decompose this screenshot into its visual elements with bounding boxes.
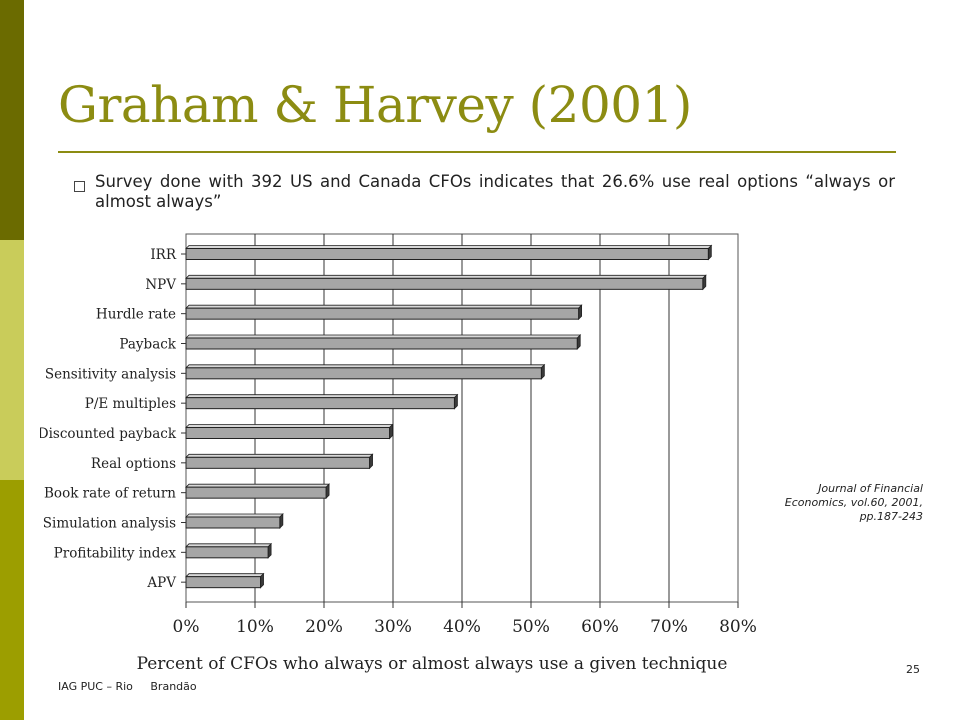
x-tick-label: 70% [650, 617, 688, 637]
footer-organization: IAG PUC – Rio [58, 680, 133, 693]
sidebar-band-mid [0, 480, 24, 720]
x-tick-label: 60% [581, 617, 619, 637]
title-underline [58, 151, 896, 153]
bar [185, 367, 542, 380]
bar [185, 307, 580, 320]
sidebar-band-light [0, 240, 24, 480]
source-citation: Journal of Financial Economics, vol.60, … [784, 482, 923, 523]
bullet-text: Survey done with 392 US and Canada CFOs … [95, 172, 895, 211]
bar [185, 397, 455, 410]
footer-author: Brandão [150, 680, 197, 693]
x-tick-label: 40% [443, 617, 481, 637]
category-label: Payback [119, 337, 176, 353]
bar-chart: 0% 10% 20% 30% 40% 50% 60% 70% 80% IRR NPV Hurdle r… [38, 228, 770, 678]
bar [185, 248, 709, 260]
x-tick-label: 80% [719, 617, 757, 637]
category-label: APV [146, 575, 176, 591]
bar [185, 576, 262, 589]
bar [185, 337, 578, 350]
bar [185, 456, 371, 469]
page-number: 25 [906, 663, 920, 676]
sidebar-accent [0, 0, 24, 720]
category-label: Real options [91, 456, 176, 472]
bar [185, 546, 269, 559]
category-label: Sensitivity analysis [45, 366, 176, 382]
category-label: IRR [150, 247, 176, 263]
x-tick-label: 20% [305, 617, 343, 637]
category-label: NPV [145, 277, 176, 293]
category-label: P/E multiples [85, 396, 176, 412]
footer: IAG PUC – Rio Brandão [58, 680, 211, 693]
category-label: Hurdle rate [96, 307, 176, 323]
slide-title: Graham & Harvey (2001) [58, 76, 692, 134]
sidebar-band-dark [0, 0, 24, 240]
category-label: Discounted payback [40, 426, 177, 442]
x-axis-label: Percent of CFOs who always or almost alw… [137, 654, 728, 674]
bullet-square-icon [74, 181, 85, 192]
category-label: Book rate of return [44, 486, 176, 502]
bar [185, 277, 704, 290]
x-tick-label: 0% [173, 617, 200, 637]
bar [185, 516, 281, 529]
category-label: Simulation analysis [43, 516, 176, 532]
x-tick-label: 10% [236, 617, 274, 637]
bar-chart-svg: 0% 10% 20% 30% 40% 50% 60% 70% 80% IRR NPV Hurdle r… [38, 233, 757, 674]
category-label: Profitability index [54, 545, 177, 561]
bar [185, 427, 391, 439]
x-tick-label: 30% [374, 617, 412, 637]
bar [185, 486, 327, 499]
x-tick-label: 50% [512, 617, 550, 637]
